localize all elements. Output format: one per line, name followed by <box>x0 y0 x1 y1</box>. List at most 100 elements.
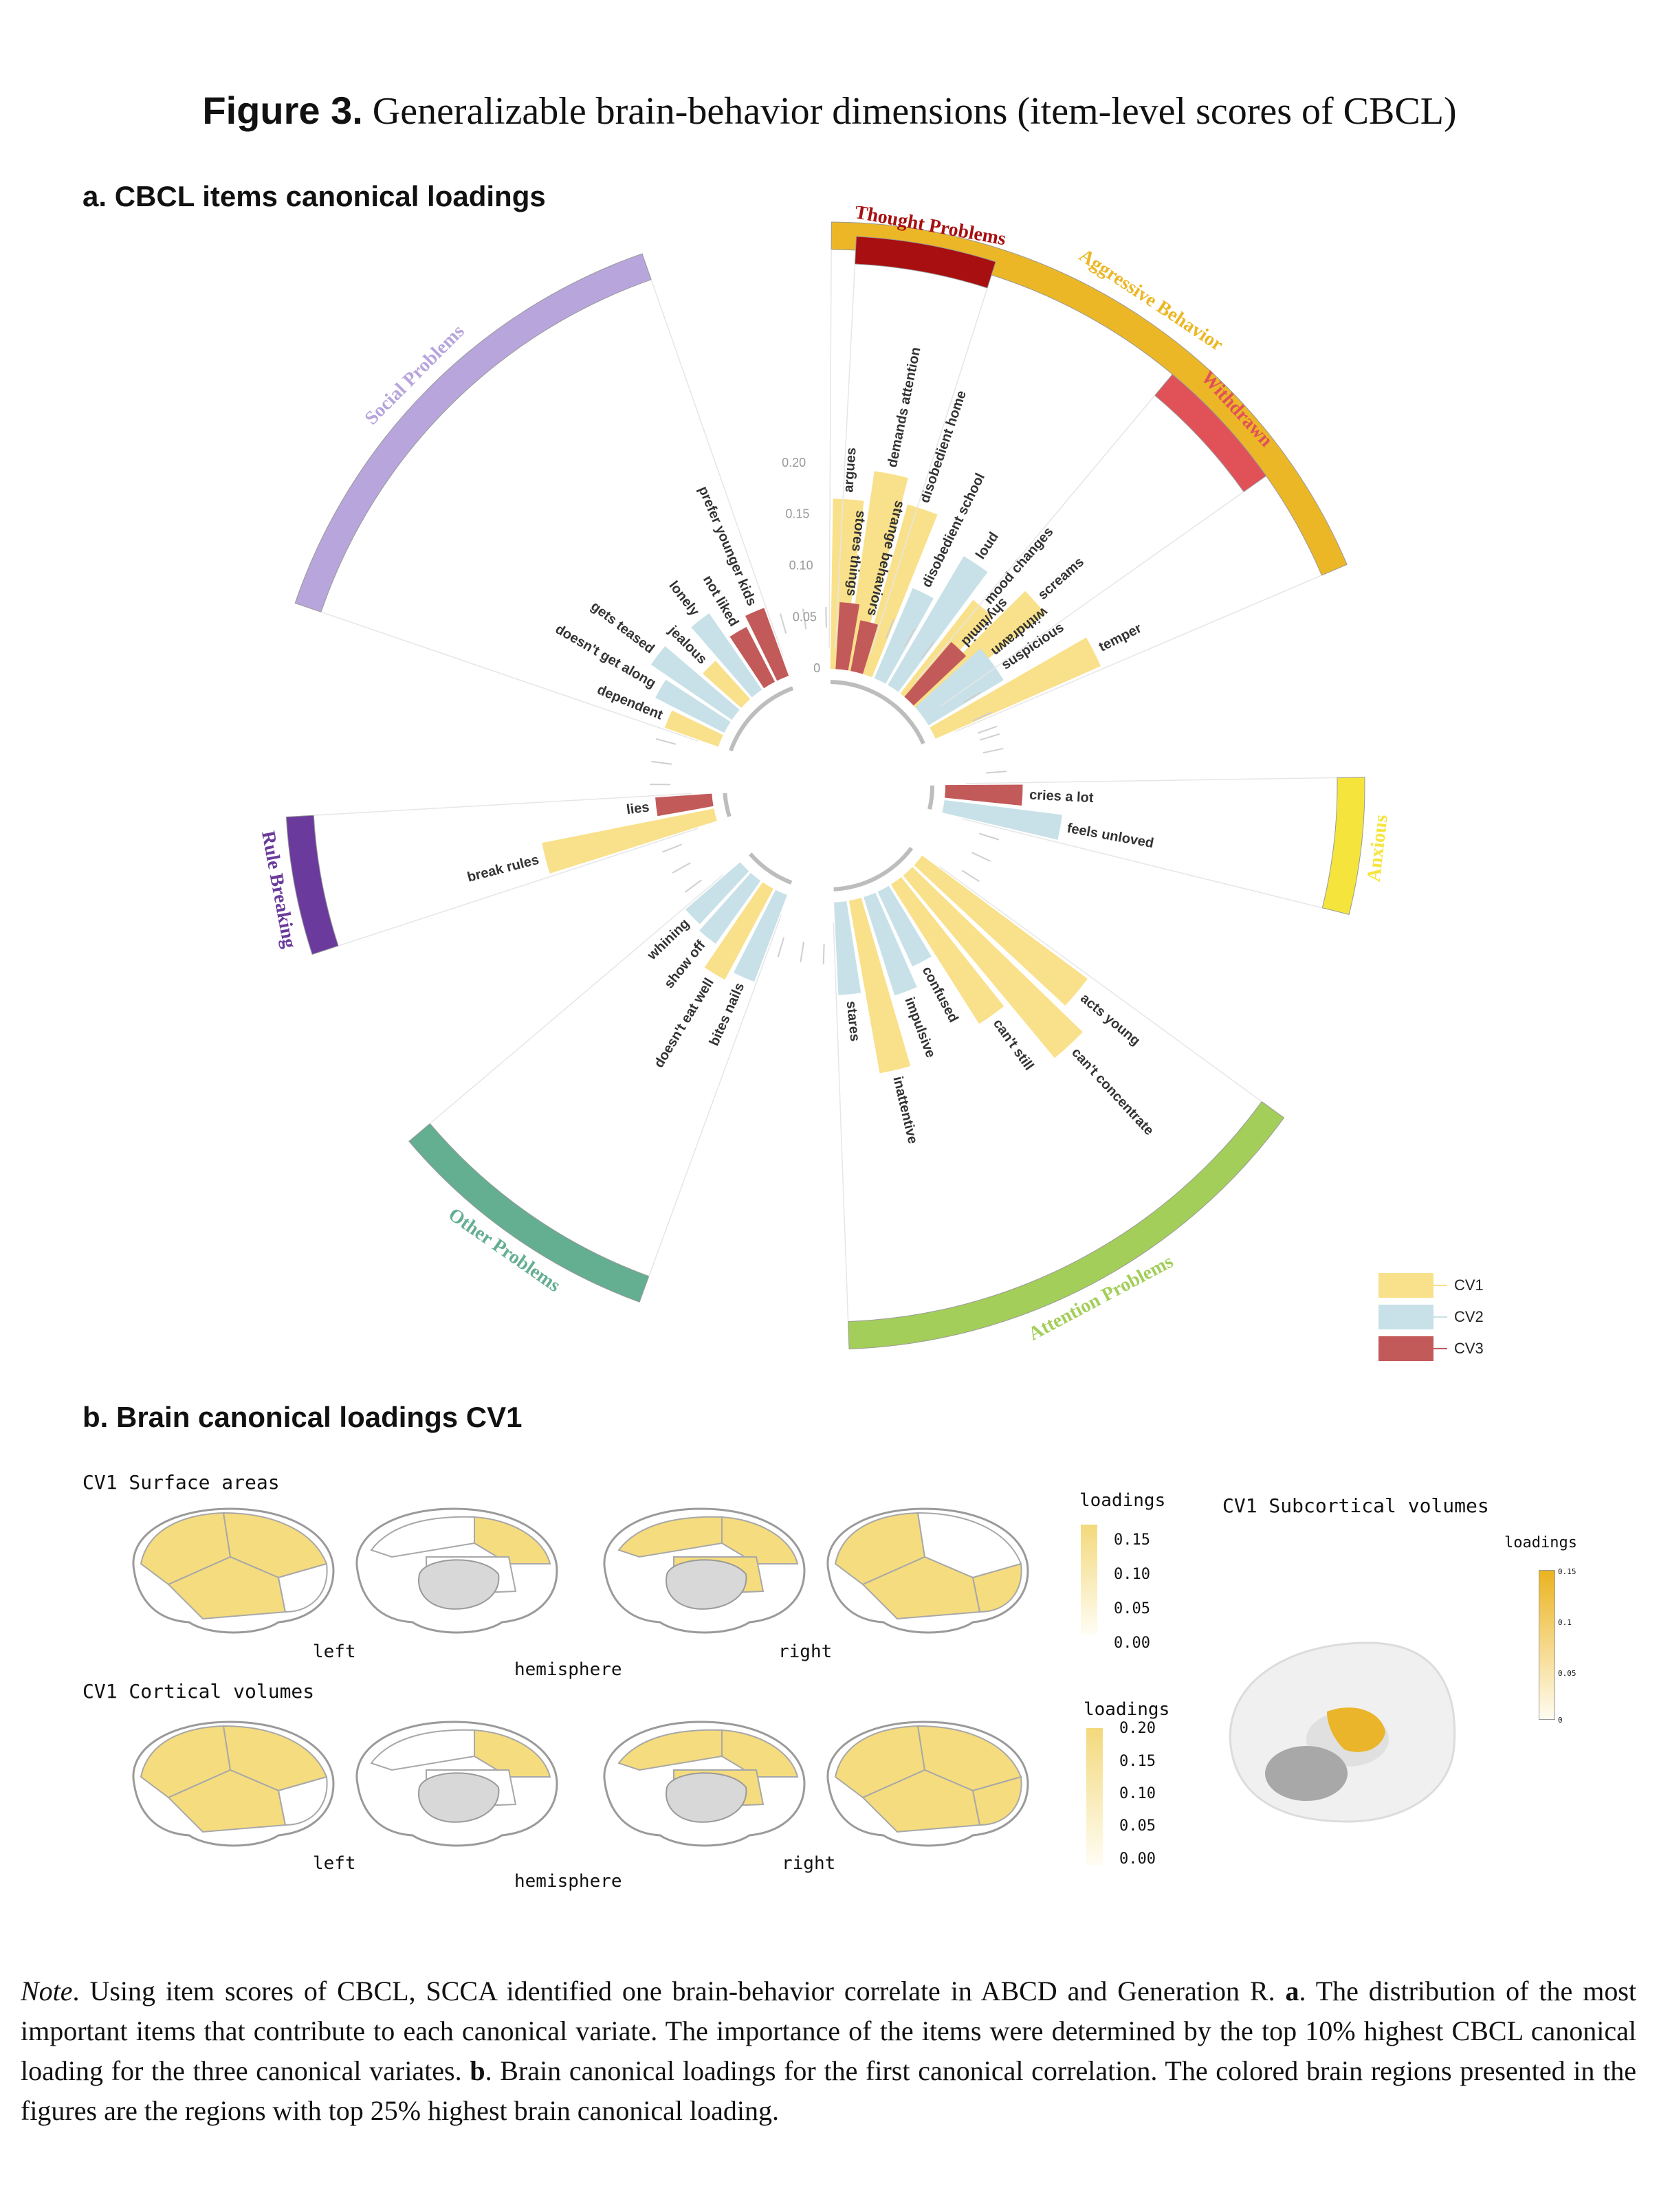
brain-region <box>721 1729 799 1778</box>
item-label: loud <box>973 529 1002 562</box>
bar-cv3 <box>904 641 967 706</box>
brain-region <box>474 1516 551 1564</box>
group-divider <box>648 914 782 1276</box>
item-label: bites nails <box>707 980 748 1048</box>
cortical-right-medial <box>603 1721 806 1847</box>
bar-cv2 <box>874 588 934 684</box>
brain-medial-core <box>418 1559 500 1610</box>
subcortical-brain <box>1229 1641 1456 1823</box>
cortical-legend-tick: 0.00 <box>1119 1850 1156 1868</box>
item-label: demands attention <box>885 346 924 469</box>
group-baseline <box>833 846 914 892</box>
cortical-left-lateral <box>132 1721 335 1847</box>
group-arc <box>831 221 1348 576</box>
surface-legend-tick: 0.05 <box>1114 1600 1150 1617</box>
group-arc <box>854 236 996 289</box>
cortical-legend-bar <box>1086 1728 1103 1866</box>
item-label: prefer younger kids <box>695 484 759 608</box>
surface-right-label: right <box>778 1641 833 1662</box>
cortical-legend-title: loadings <box>1084 1699 1170 1720</box>
spacer-tick <box>662 843 682 853</box>
bar-cv2 <box>655 679 731 733</box>
bar-cv1 <box>890 877 1004 1024</box>
spacer-tick <box>986 771 1007 774</box>
bar-cv2 <box>888 556 988 692</box>
surface-left-lateral <box>132 1507 335 1634</box>
surface-legend-tick: 0.15 <box>1114 1531 1150 1549</box>
surface-left-medial <box>355 1507 558 1634</box>
surface-legend-bar <box>1081 1525 1097 1635</box>
bar-cv1 <box>703 661 751 708</box>
item-label: lonely <box>666 578 702 619</box>
note-lead: Note <box>21 1976 73 2006</box>
bar-cv1 <box>914 855 1088 1006</box>
subcortical-cerebellum <box>1265 1746 1348 1801</box>
group-baseline <box>723 793 732 817</box>
panel-b-title: b. Brain canonical loadings CV1 <box>83 1401 523 1433</box>
brain-maps <box>132 1507 1456 1847</box>
bar-cv2 <box>691 613 762 698</box>
spacer-tick <box>800 942 805 962</box>
radial-tick-label: 0.05 <box>793 610 817 623</box>
surface-hemisphere-label: hemisphere <box>514 1659 622 1680</box>
group-label: Anxious <box>1363 813 1392 883</box>
group-divider <box>320 611 699 742</box>
item-label: doesn't eat well <box>651 975 717 1070</box>
group-baseline <box>835 680 859 689</box>
figure-number: Figure 3. <box>202 89 363 132</box>
bar-cv1 <box>848 898 911 1074</box>
bar-cv3 <box>729 626 776 689</box>
subcortical-legend-bar <box>1539 1570 1555 1720</box>
subcortical-legend-tick: 0 <box>1558 1716 1563 1725</box>
spacer-tick <box>885 619 894 639</box>
item-label: inattentive <box>890 1075 920 1145</box>
subcortical-legend-tick: 0.1 <box>1558 1618 1572 1627</box>
item-label: impulsive <box>901 995 938 1060</box>
spacer-tick <box>971 852 991 862</box>
bar-cv1 <box>664 710 723 747</box>
group-divider <box>833 922 849 1322</box>
item-label: disobedient home <box>917 388 969 505</box>
surface-left-label: left <box>313 1641 356 1662</box>
cortical-left-medial <box>355 1721 558 1847</box>
subcortical-title: CV1 Subcortical volumes <box>1222 1494 1489 1517</box>
spacer-tick <box>802 608 807 630</box>
note-b: b <box>470 2055 485 2086</box>
legend-swatch-cv1 <box>1378 1273 1433 1298</box>
group-baseline <box>748 852 793 885</box>
bar-cv2 <box>864 892 917 996</box>
brain-medial-core <box>666 1559 747 1610</box>
surface-right-medial <box>603 1507 806 1634</box>
bar-cv1 <box>704 882 773 980</box>
item-label: dependent <box>595 682 665 722</box>
bar-cv2 <box>915 648 994 718</box>
spacer-tick <box>684 879 702 893</box>
spacer-tick <box>672 862 691 874</box>
spacer-tick <box>777 937 785 958</box>
brain-region <box>277 1776 328 1826</box>
group-baseline <box>830 680 925 745</box>
item-label: stares <box>844 1000 863 1042</box>
note-a: a <box>1285 1976 1299 2006</box>
surface-right-lateral <box>826 1507 1029 1634</box>
group-divider <box>338 828 699 947</box>
note-text: . Using item scores of CBCL, SCCA identi… <box>72 1976 1286 2006</box>
cortical-legend-tick: 0.10 <box>1119 1785 1156 1802</box>
note-text-a: . The distribution of the most important… <box>21 1976 1636 2086</box>
group-baseline <box>927 785 934 810</box>
spacer-tick <box>961 870 980 883</box>
subcortical-legend-tick: 0.15 <box>1558 1567 1576 1576</box>
spacer-tick <box>977 725 998 734</box>
brain-region <box>474 1729 551 1778</box>
group-divider <box>939 866 1262 1103</box>
bar-cv1 <box>542 808 717 874</box>
group-divider <box>870 287 988 655</box>
cortical-legend-tick: 0.05 <box>1119 1817 1156 1835</box>
group-divider <box>650 279 784 656</box>
bar-cv1 <box>930 637 1101 739</box>
panel-a-title: a. CBCL items canonical loadings <box>83 180 546 212</box>
note-text-b: . Brain canonical loadings for the first… <box>21 2055 1637 2126</box>
cortical-hemisphere-label: hemisphere <box>514 1871 622 1892</box>
group-baseline <box>729 686 794 752</box>
brain-region <box>277 1562 328 1613</box>
